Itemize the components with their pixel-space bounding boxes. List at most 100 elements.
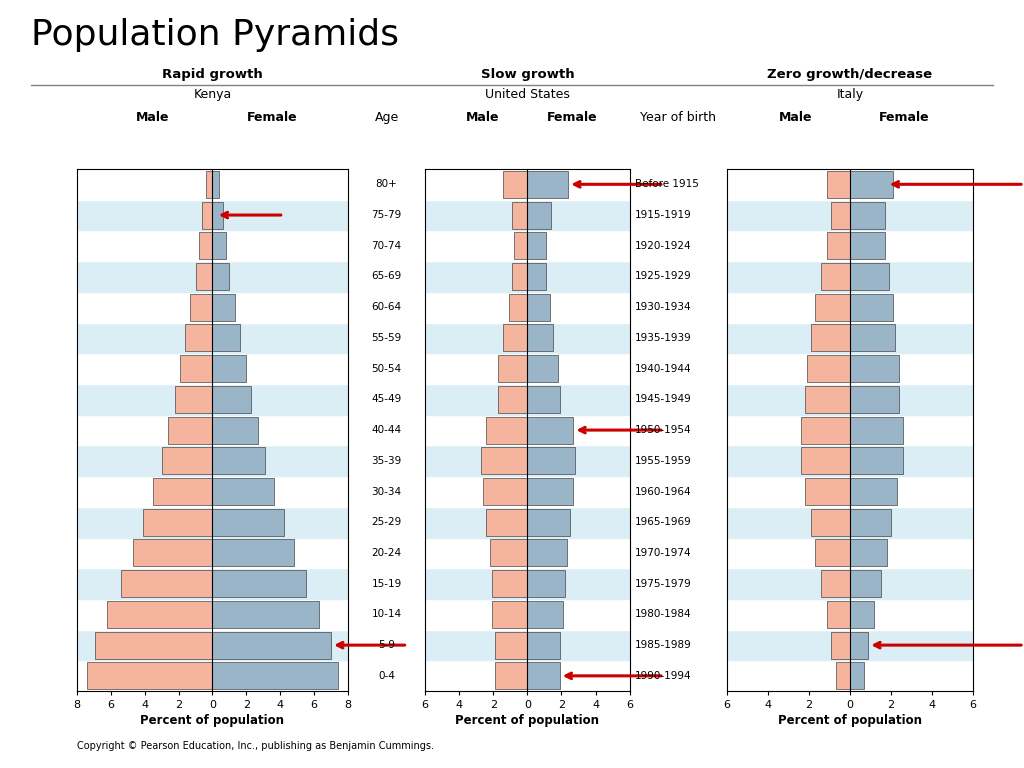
Bar [801, 447, 850, 475]
Bar [727, 353, 973, 384]
Bar [850, 631, 868, 659]
Bar [527, 416, 573, 444]
Text: 20-24: 20-24 [372, 548, 401, 558]
Bar [527, 631, 560, 659]
Text: 1960-1964: 1960-1964 [635, 486, 691, 497]
Text: Age: Age [375, 111, 398, 124]
Bar [527, 355, 558, 382]
Bar [175, 386, 213, 413]
Bar [190, 293, 213, 321]
Bar [850, 508, 891, 536]
Bar [850, 201, 885, 229]
Bar [527, 232, 546, 260]
Bar [213, 662, 338, 690]
Bar [831, 631, 850, 659]
Text: 1935-1939: 1935-1939 [635, 333, 691, 343]
Bar [206, 170, 213, 198]
Text: Rapid growth: Rapid growth [162, 68, 263, 81]
Bar [425, 538, 630, 568]
Bar [77, 599, 348, 630]
Bar [850, 232, 885, 260]
Bar [727, 384, 973, 415]
Bar [727, 630, 973, 660]
Bar [213, 386, 252, 413]
Bar [727, 230, 973, 261]
Bar [425, 415, 630, 445]
Bar [727, 200, 973, 230]
Bar [213, 478, 273, 505]
Text: 50-54: 50-54 [372, 363, 401, 374]
Bar [727, 660, 973, 691]
Bar [213, 293, 234, 321]
X-axis label: Percent of population: Percent of population [140, 714, 285, 727]
Text: 1950-1954: 1950-1954 [635, 425, 691, 435]
Bar [512, 201, 527, 229]
Bar [827, 170, 850, 198]
Bar [827, 601, 850, 628]
Bar [527, 570, 565, 598]
Bar [527, 539, 566, 567]
Text: 10-14: 10-14 [372, 609, 401, 620]
Text: Italy: Italy [837, 88, 863, 101]
Bar [727, 445, 973, 476]
Bar [495, 662, 527, 690]
Text: 1920-1924: 1920-1924 [635, 240, 691, 251]
Bar [203, 201, 213, 229]
Bar [185, 324, 213, 352]
Bar [499, 386, 527, 413]
Text: 55-59: 55-59 [372, 333, 401, 343]
Bar [87, 662, 213, 690]
Text: 1915-1919: 1915-1919 [635, 210, 691, 220]
Bar [805, 478, 850, 505]
Bar [486, 508, 527, 536]
Bar [727, 292, 973, 323]
Bar [727, 538, 973, 568]
Bar [815, 539, 850, 567]
Bar [801, 416, 850, 444]
Bar [77, 292, 348, 323]
Bar [213, 570, 306, 598]
Bar [727, 169, 973, 200]
Text: Population Pyramids: Population Pyramids [31, 18, 398, 52]
Bar [77, 476, 348, 507]
Bar [727, 568, 973, 599]
Bar [425, 445, 630, 476]
Text: 75-79: 75-79 [372, 210, 401, 220]
Text: 70-74: 70-74 [372, 240, 401, 251]
Bar [489, 539, 527, 567]
Text: 1975-1979: 1975-1979 [635, 578, 691, 589]
Bar [425, 169, 630, 200]
Bar [133, 539, 213, 567]
Bar [77, 323, 348, 353]
Bar [425, 353, 630, 384]
Bar [850, 293, 893, 321]
Bar [213, 232, 226, 260]
Bar [77, 660, 348, 691]
Bar [154, 478, 213, 505]
Text: Year of birth: Year of birth [640, 111, 717, 124]
Bar [425, 660, 630, 691]
Bar [425, 599, 630, 630]
Bar [213, 263, 229, 290]
Text: 80+: 80+ [376, 179, 397, 190]
Bar [850, 447, 903, 475]
Bar [727, 507, 973, 538]
Bar [95, 631, 213, 659]
Bar [514, 232, 527, 260]
Bar [850, 478, 897, 505]
Bar [527, 324, 553, 352]
Bar [483, 478, 527, 505]
Text: 45-49: 45-49 [372, 394, 401, 405]
Bar [827, 232, 850, 260]
Text: 1940-1944: 1940-1944 [635, 363, 691, 374]
Text: 35-39: 35-39 [372, 455, 401, 466]
Bar [727, 323, 973, 353]
Bar [77, 261, 348, 292]
X-axis label: Percent of population: Percent of population [456, 714, 599, 727]
Text: Before 1915: Before 1915 [635, 179, 698, 190]
Bar [425, 476, 630, 507]
Bar [527, 601, 563, 628]
Bar [831, 201, 850, 229]
Bar [77, 568, 348, 599]
Bar [425, 292, 630, 323]
